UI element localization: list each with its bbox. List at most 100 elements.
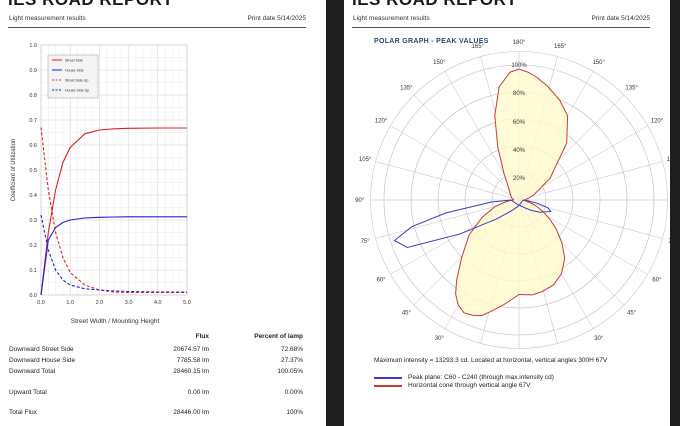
flux-row: Total Flux 28446.00 lm 100%: [9, 409, 303, 419]
cu-x-tick: 4.0: [154, 300, 162, 306]
polar-labels: 20%40%60%80%100%0°15°15°30°30°45°45°60°6…: [355, 40, 670, 342]
cu-legend-box: [47, 54, 99, 99]
cu-lines: [40, 127, 187, 296]
flux-row-percent: 72.68%: [280, 346, 303, 353]
polar-angle-label: 75°: [361, 239, 371, 245]
cu-y-tick: 0.3: [29, 218, 37, 224]
header-divider: [8, 27, 306, 28]
flux-row-value: 20674.57 lm: [173, 346, 209, 353]
flux-row-value: 28460.15 lm: [173, 368, 209, 375]
flux-row-percent: 0.00%: [284, 389, 303, 396]
flux-row-percent: 100.05%: [277, 368, 303, 375]
legend-line-red: [374, 385, 402, 387]
cu-y-tick: 0.0: [29, 293, 37, 299]
polar-curves: [393, 68, 569, 317]
cu-ticks: 0.0 0.1 0.2 0.3 0.4 0.5 0.6 0.7 0.8 0.9 1.0 0.0 1.0 2…: [29, 43, 190, 306]
polar-angle-label: 60°: [652, 278, 662, 284]
cu-y-tick: 0.9: [29, 68, 37, 74]
flux-row-value: 7785.58 lm: [176, 357, 209, 364]
max-intensity-text: Maximum intensity = 13293.3 cd. Located …: [374, 357, 608, 364]
polar-spoke: [375, 161, 520, 201]
header-left-text: Light measurement results: [353, 15, 430, 22]
polar-angle-label: 150°: [592, 60, 605, 66]
cu-y-tick: 0.6: [29, 143, 37, 149]
polar-graph: 20%40%60%80%100%0°15°15°30°30°45°45°60°6…: [355, 40, 670, 349]
polar-ring-label: 20%: [513, 176, 526, 182]
cu-y-tick: 0.8: [29, 93, 37, 99]
flux-row-value: 0.00 lm: [187, 389, 209, 396]
polar-angle-label: 180°: [513, 40, 526, 46]
cu-y-tick: 0.7: [29, 118, 37, 124]
polar-angle-label: 135°: [400, 85, 413, 91]
flux-row-label: Total Flux: [9, 409, 37, 416]
cu-legend-label: Street Side Up: [65, 78, 88, 82]
polar-ring-label: 100%: [511, 63, 527, 69]
cu-y-tick: 0.1: [29, 268, 37, 274]
polar-ring-label: 80%: [513, 91, 526, 97]
cu-x-tick: 1.0: [66, 300, 74, 306]
polar-spoke: [518, 161, 663, 201]
cu-xlabel: Street Width / Mounting Height: [70, 318, 160, 325]
polar-angle-label: 45°: [627, 311, 637, 317]
report-title: IES ROAD REPORT: [8, 0, 173, 10]
cu-x-tick: 2.0: [96, 300, 104, 306]
polar-spoke: [390, 125, 520, 201]
flux-row-label: Upward Total: [9, 389, 47, 396]
polar-angle-label: 30°: [435, 336, 445, 342]
polar-angle-label: 120°: [651, 118, 664, 124]
legend-line-blue: [374, 377, 402, 379]
polar-angle-label: 105°: [359, 157, 372, 163]
polar-angle-label: 90°: [355, 198, 365, 204]
polar-angle-label: 105°: [667, 157, 670, 163]
legend-label: Peak plane: C60 - C240 (through max.inte…: [408, 374, 554, 381]
cu-x-tick: 0.0: [37, 300, 45, 306]
cu-y-tick: 1.0: [29, 43, 37, 49]
polar-curve-peak-plane: [393, 199, 552, 249]
cu-ylabel: Coefficient of Utilization: [11, 139, 17, 202]
cu-y-tick: 0.2: [29, 243, 37, 249]
header-left-text: Light measurement results: [9, 15, 86, 22]
flux-table-header: Flux Percent of lamp: [9, 333, 303, 343]
flux-row: Downward Total 28460.15 lm 100.05%: [9, 368, 303, 378]
cu-x-tick: 5.0: [183, 300, 191, 306]
polar-ring-label: 40%: [513, 148, 526, 154]
polar-angle-label: 60°: [377, 278, 387, 284]
polar-angle-label: 30°: [594, 336, 604, 342]
percent-col-header: Percent of lamp: [254, 333, 303, 340]
polar-angle-label: 165°: [472, 44, 485, 50]
cu-x-tick: 3.0: [125, 300, 133, 306]
cu-grid: [40, 44, 188, 296]
report-title: IES ROAD REPORT: [352, 0, 517, 10]
cu-chart: 0.0 0.1 0.2 0.3 0.4 0.5 0.6 0.7 0.8 0.9 1.0 0.0 1.0 2…: [11, 43, 191, 306]
flux-row-label: Downward Total: [9, 368, 56, 375]
flux-row: Downward Street Side 20674.57 lm 72.68%: [9, 346, 303, 356]
flux-row-value: 28446.00 lm: [173, 409, 209, 416]
flux-col-header: Flux: [195, 333, 209, 340]
flux-row-percent: 100%: [286, 409, 303, 416]
cu-legend-label: House Side Up: [65, 88, 89, 92]
polar-title: POLAR GRAPH - PEAK VALUES: [374, 38, 489, 45]
cu-series-house-side: [40, 216, 187, 296]
polar-angle-label: 165°: [554, 44, 567, 50]
report-page-right: IES ROAD REPORT Light measurement result…: [344, 0, 670, 426]
print-date: Print date 5/14/2025: [247, 15, 306, 22]
flux-row: Upward Total 0.00 lm 0.00%: [9, 389, 303, 399]
flux-row-label: Downward House Side: [9, 357, 76, 364]
cu-series-street-side-up: [40, 127, 187, 294]
polar-angle-label: 120°: [375, 118, 388, 124]
flux-row-percent: 27.37%: [280, 357, 303, 364]
polar-angle-label: 135°: [625, 85, 638, 91]
polar-angle-label: 150°: [433, 60, 446, 66]
polar-angle-label: 45°: [402, 311, 412, 317]
polar-angle-label: 75°: [668, 239, 670, 245]
flux-row-label: Downward Street Side: [9, 346, 74, 353]
cu-legend: Street Side House Side Street Side Up House…: [47, 54, 99, 99]
header-divider: [352, 27, 650, 28]
legend-label: Horizontal cone through vertical angle 6…: [408, 382, 531, 389]
print-date: Print date 5/14/2025: [591, 15, 650, 22]
polar-spoke: [413, 94, 520, 201]
report-page-left: IES ROAD REPORT Light measurement result…: [0, 0, 326, 426]
cu-series-street-side: [40, 127, 187, 296]
polar-spoke: [518, 199, 663, 239]
flux-row: Downward House Side 7785.58 lm 27.37%: [9, 357, 303, 367]
